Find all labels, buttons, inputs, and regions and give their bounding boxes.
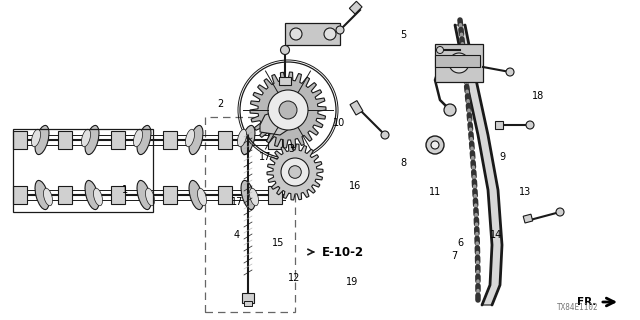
Polygon shape: [260, 110, 295, 135]
Text: 2: 2: [218, 99, 224, 109]
Ellipse shape: [186, 129, 195, 147]
Text: TX84E1102: TX84E1102: [557, 303, 599, 312]
Circle shape: [431, 141, 439, 149]
Circle shape: [279, 101, 297, 119]
Text: 1: 1: [122, 185, 128, 196]
Text: 14: 14: [490, 230, 502, 240]
Circle shape: [324, 28, 336, 40]
Text: 15: 15: [272, 238, 285, 248]
Bar: [350, 100, 363, 115]
Ellipse shape: [241, 180, 255, 210]
Text: 8: 8: [400, 158, 406, 168]
Ellipse shape: [237, 129, 246, 147]
Text: 17: 17: [230, 196, 243, 207]
Text: 17: 17: [259, 152, 272, 162]
Bar: [58, 131, 72, 149]
Text: 7: 7: [451, 251, 458, 261]
Circle shape: [526, 121, 534, 129]
Ellipse shape: [189, 125, 203, 155]
Polygon shape: [250, 72, 326, 148]
Circle shape: [290, 28, 302, 40]
Text: 4: 4: [234, 230, 240, 240]
Bar: [244, 301, 252, 306]
Bar: [349, 1, 362, 14]
Circle shape: [506, 68, 514, 76]
Bar: [268, 131, 282, 149]
Bar: [163, 186, 177, 204]
Text: 13: 13: [518, 187, 531, 197]
Text: 18: 18: [531, 91, 544, 101]
Ellipse shape: [93, 188, 102, 206]
Circle shape: [449, 53, 469, 73]
Ellipse shape: [250, 188, 259, 206]
Bar: [495, 121, 503, 129]
Ellipse shape: [35, 125, 49, 155]
Polygon shape: [267, 144, 323, 200]
Circle shape: [336, 26, 344, 34]
Bar: [13, 131, 27, 149]
Text: 11: 11: [429, 187, 442, 197]
Text: FR.: FR.: [577, 297, 596, 307]
Circle shape: [281, 158, 309, 186]
Bar: [435, 44, 483, 82]
Bar: [111, 186, 125, 204]
Bar: [279, 77, 291, 85]
Circle shape: [268, 90, 308, 130]
Ellipse shape: [189, 180, 203, 210]
Ellipse shape: [134, 129, 143, 147]
Circle shape: [381, 131, 389, 139]
Text: 3: 3: [288, 144, 294, 154]
Bar: [205, 117, 295, 312]
Ellipse shape: [35, 180, 49, 210]
Text: 5: 5: [400, 29, 406, 40]
Ellipse shape: [241, 125, 255, 155]
Bar: [218, 186, 232, 204]
Ellipse shape: [81, 129, 90, 147]
Circle shape: [426, 136, 444, 154]
Text: E-10-2: E-10-2: [322, 245, 364, 259]
Bar: [163, 131, 177, 149]
Ellipse shape: [31, 129, 40, 147]
Circle shape: [289, 166, 301, 178]
Text: 9: 9: [499, 152, 506, 162]
Ellipse shape: [44, 188, 52, 206]
Bar: [268, 186, 282, 204]
Circle shape: [436, 46, 444, 53]
Text: 16: 16: [349, 180, 362, 191]
Text: 12: 12: [288, 273, 301, 284]
Bar: [242, 293, 254, 303]
Circle shape: [444, 104, 456, 116]
Text: 6: 6: [458, 238, 464, 248]
Bar: [218, 131, 232, 149]
Text: 10: 10: [333, 118, 346, 128]
Bar: [58, 186, 72, 204]
Bar: [13, 129, 153, 212]
Circle shape: [556, 208, 564, 216]
Circle shape: [280, 45, 289, 54]
Ellipse shape: [137, 125, 151, 155]
Ellipse shape: [85, 180, 99, 210]
Ellipse shape: [198, 188, 207, 206]
Bar: [285, 23, 340, 45]
Bar: [111, 131, 125, 149]
Ellipse shape: [137, 180, 151, 210]
Bar: [523, 214, 532, 223]
Ellipse shape: [85, 125, 99, 155]
Ellipse shape: [145, 188, 154, 206]
Bar: [435, 55, 480, 67]
Bar: [13, 186, 27, 204]
Polygon shape: [455, 25, 502, 305]
Text: 19: 19: [346, 276, 358, 287]
